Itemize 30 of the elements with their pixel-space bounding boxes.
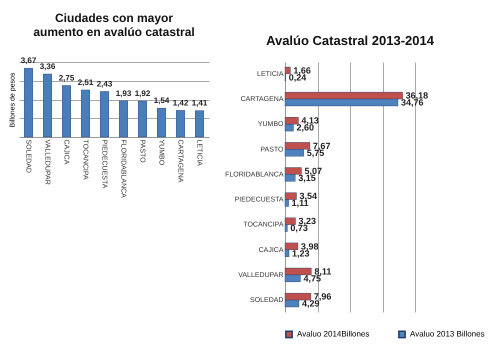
bar: [195, 110, 204, 138]
data-label: 1,42: [172, 98, 189, 108]
bar: [24, 68, 33, 138]
data-label: 2,75: [58, 73, 75, 82]
data-label: 3,98: [300, 241, 318, 252]
bar: [119, 100, 128, 138]
bar: [100, 91, 109, 138]
data-label: 8,11: [314, 266, 332, 276]
data-label: 3,36: [40, 62, 56, 71]
data-label: 1,41: [192, 98, 208, 108]
legend-label: Avaluo 2013 Billones: [410, 329, 485, 338]
chart-title: Avalúo Catastral 2013-2014: [266, 33, 435, 48]
bar: [43, 74, 52, 138]
bar: [81, 90, 90, 138]
data-label: 5,07: [304, 166, 322, 176]
legend-label: Avaluo 2014Billones: [297, 329, 370, 338]
data-label: 1,54: [154, 96, 170, 106]
data-label: 0,73: [290, 223, 308, 234]
bar: [176, 110, 185, 138]
data-label: 1,66: [293, 65, 311, 76]
data-label: 3,67: [20, 56, 37, 66]
bar: [138, 100, 147, 138]
data-label: 1,93: [116, 88, 132, 98]
data-label: 1,92: [134, 89, 151, 98]
chart-title: Ciudades con mayor aumento en avalúo catastral: [33, 11, 195, 40]
data-label: 7,67: [312, 140, 330, 151]
bar: [62, 85, 71, 138]
bar: [157, 108, 166, 138]
data-label: 2,51: [78, 78, 94, 87]
data-label: 2,43: [96, 79, 113, 88]
